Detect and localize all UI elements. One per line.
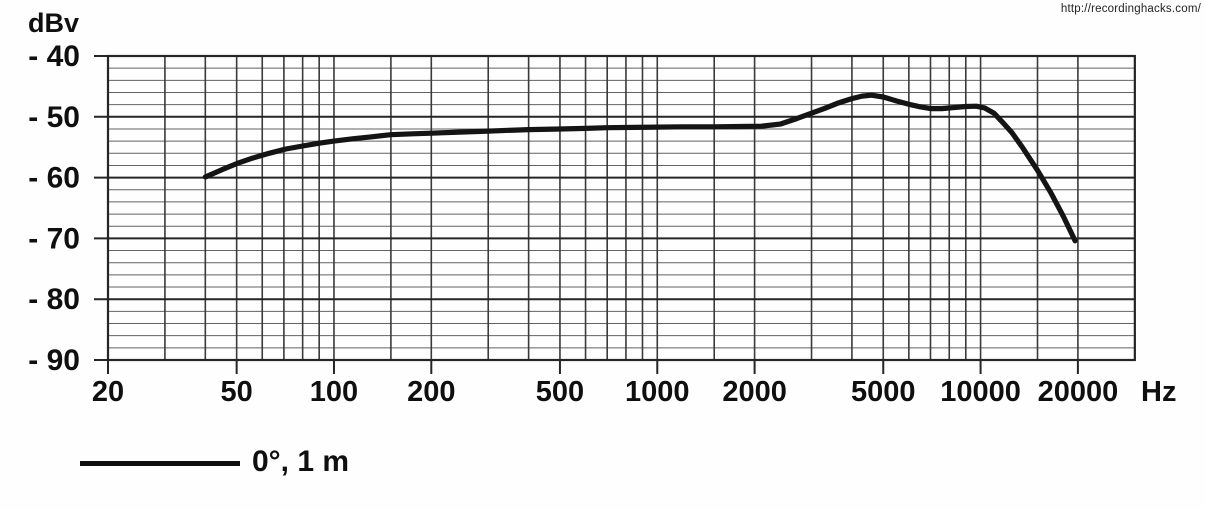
y-axis-unit-label: dBv (28, 8, 80, 38)
x-axis-unit-label: Hz (1141, 376, 1177, 408)
y-tick-label: - 60 (28, 162, 80, 195)
x-tick-label: 100 (310, 376, 358, 408)
x-tick-label: 20 (92, 376, 124, 408)
x-tick-label: 2000 (722, 376, 787, 408)
x-tick-label: 5000 (851, 376, 916, 408)
x-tick-label: 1000 (625, 376, 690, 408)
legend-label: 0°, 1 m (252, 445, 350, 478)
x-tick-label: 50 (221, 376, 253, 408)
x-tick-label: 10000 (940, 376, 1021, 408)
legend-line-swatch (80, 460, 240, 466)
response-curve (202, 92, 1078, 244)
x-tick-label: 20000 (1038, 376, 1119, 408)
source-url-watermark: http://recordinghacks.com/ (1060, 3, 1201, 15)
y-tick-label: - 90 (28, 344, 80, 377)
y-tick-label: - 40 (28, 40, 80, 73)
y-tick-label: - 80 (28, 283, 80, 316)
legend: 0°, 1 m (80, 445, 349, 479)
y-tick-label: - 70 (28, 222, 80, 255)
x-tick-label: 200 (407, 376, 455, 408)
y-tick-label: - 50 (28, 101, 80, 134)
x-tick-label: 500 (536, 376, 584, 408)
frequency-response-chart: - 40 - 50 - 60 - 70 - 80 - 90 20 50 100 200 500 100… (28, 40, 1136, 408)
plot-border (106, 54, 1136, 362)
